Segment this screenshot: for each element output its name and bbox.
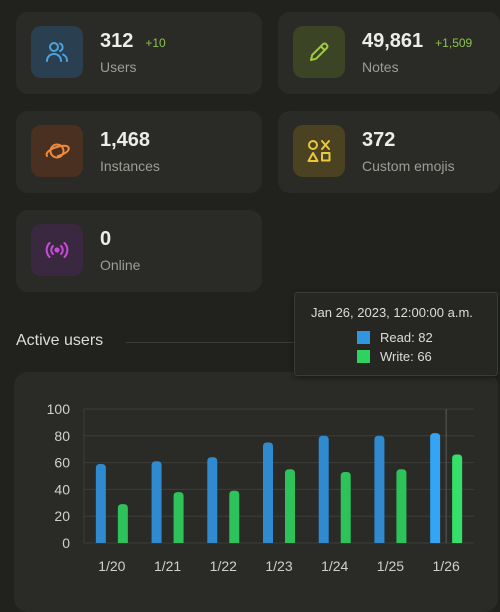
x-tick-label: 1/24 [321, 558, 348, 574]
x-tick-label: 1/22 [210, 558, 237, 574]
tooltip-label-write: Write: 66 [380, 349, 432, 364]
users-count: 312 [100, 30, 134, 52]
bar-read [263, 442, 273, 543]
stat-card-online[interactable]: 0 Online [16, 210, 262, 292]
x-tick-label: 1/26 [433, 558, 460, 574]
emojis-count: 372 [362, 129, 396, 151]
emojis-icon-box [293, 125, 345, 177]
y-tick-label: 40 [54, 481, 70, 497]
users-icon-box [31, 26, 83, 78]
users-icon [46, 42, 68, 62]
chart-tooltip: Jan 26, 2023, 12:00:00 a.m. Read: 82 Wri… [294, 292, 498, 376]
bar-write [229, 490, 240, 543]
y-tick-label: 100 [47, 401, 71, 417]
bar-write [396, 469, 407, 543]
tooltip-swatch-write [357, 350, 370, 363]
x-tick-label: 1/25 [377, 558, 404, 574]
y-tick-label: 80 [54, 428, 70, 444]
active-users-chart[interactable]: 0 20 40 60 80 100 1/20 1/21 1/22 1/23 1/24 1/25 1/26 [14, 372, 498, 600]
bar-write [117, 504, 128, 543]
globe-icon [45, 143, 70, 159]
tooltip-row-write: Write: 66 [357, 349, 432, 364]
notes-delta: +1,509 [435, 36, 473, 50]
stat-card-users[interactable]: 312 +10 Users [16, 12, 262, 94]
chart-card: 0 20 40 60 80 100 1/20 1/21 1/22 1/23 1/24 1/25 1/26 [14, 372, 498, 612]
instances-icon-box [31, 125, 83, 177]
bar-write [452, 454, 463, 543]
users-label: Users [100, 59, 137, 75]
emojis-label: Custom emojis [362, 158, 455, 174]
bar-read [374, 435, 385, 543]
y-tick-label: 60 [54, 455, 70, 471]
pencil-icon [310, 42, 329, 61]
bar-read [207, 457, 218, 543]
bar-write [340, 471, 351, 543]
broadcast-icon [45, 242, 69, 258]
bar-read [95, 463, 106, 543]
online-count: 0 [100, 228, 112, 250]
section-title: Active users [16, 332, 104, 349]
tooltip-swatch-read [357, 331, 370, 344]
x-tick-label: 1/20 [98, 558, 125, 574]
stat-card-instances[interactable]: 1,468 Instances [16, 111, 262, 193]
bar-read [430, 433, 441, 543]
stat-card-emojis[interactable]: 372 Custom emojis [278, 111, 500, 193]
notes-icon-box [293, 26, 345, 78]
online-icon-box [31, 224, 83, 276]
stat-card-notes[interactable]: 49,861 +1,509 Notes [278, 12, 500, 94]
users-delta: +10 [145, 36, 166, 50]
bar-read [318, 435, 329, 543]
notes-label: Notes [362, 59, 399, 75]
tooltip-row-read: Read: 82 [357, 330, 433, 345]
online-label: Online [100, 257, 141, 273]
x-tick-label: 1/23 [265, 558, 292, 574]
bar-read [151, 461, 162, 543]
shapes-icon [307, 140, 331, 162]
instances-count: 1,468 [100, 129, 151, 151]
y-tick-label: 0 [62, 535, 70, 551]
tooltip-title: Jan 26, 2023, 12:00:00 a.m. [311, 305, 473, 320]
y-tick-label: 20 [54, 508, 70, 524]
notes-count: 49,861 [362, 30, 424, 52]
bar-write [173, 492, 184, 543]
tooltip-label-read: Read: 82 [380, 330, 433, 345]
bar-write [285, 469, 295, 543]
instances-label: Instances [100, 158, 160, 174]
x-tick-label: 1/21 [154, 558, 181, 574]
